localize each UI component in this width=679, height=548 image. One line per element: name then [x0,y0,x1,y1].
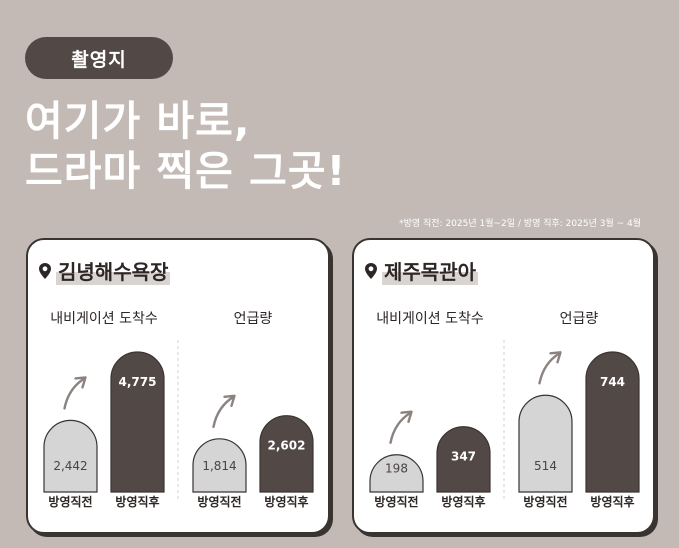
category-label: 방영직후 [115,494,159,509]
bar-after [259,415,314,493]
group-label: 언급량 [234,311,273,327]
category-label: 방영직후 [264,494,308,509]
location-badge: 촬영지 [25,37,173,79]
trend-up-arrow-icon [538,351,562,385]
category-label: 방영직전 [523,494,567,509]
bar-chart-gimnyeong: 내비게이션 도착수 2,442 방영직전 4,775 방영직후 언급량 1,814 방영직전 2… [43,311,314,509]
bar-value-label: 1,814 [202,459,236,473]
trend-up-arrow-icon [389,410,413,444]
bar-value-label: 514 [534,459,557,473]
bar-before [43,419,98,493]
card-title: 김녕해수욕장 [38,256,171,285]
bar-value-label: 2,602 [268,439,306,453]
group-label: 언급량 [560,311,599,327]
group-label: 내비게이션 도착수 [376,311,484,327]
card-title: 제주목관아 [364,256,478,285]
bar-value-label: 4,775 [119,375,157,389]
location-pin-icon [365,262,377,279]
bar-value-label: 744 [600,375,625,389]
bar-value-label: 2,442 [53,459,87,473]
bar-after [436,426,491,493]
chart-card-gimnyeong: 김녕해수욕장 내비게이션 도착수 2,442 방영직전 4,775 방영직후 언급량 1,8… [26,238,330,534]
bar-before [192,438,247,493]
bar-after [110,351,165,493]
card-title-text: 김녕해수욕장 [56,256,171,285]
bar-before [369,454,424,493]
category-label: 방영직후 [590,494,634,509]
bar-after [585,351,640,493]
bar-value-label: 198 [385,462,408,476]
chart-card-jeju-mokgwana: 제주목관아 내비게이션 도착수 198 방영직전 347 방영직후 언급량 514 방영직전 7… [352,238,655,534]
headline-line-2: 드라마 찍은 그곳! [25,147,347,195]
trend-up-arrow-icon [63,376,87,410]
category-label: 방영직전 [48,494,92,509]
location-pin-icon [39,262,51,279]
category-label: 방영직전 [197,494,241,509]
period-note: *방영 직전: 2025년 1월~2일 / 방영 직후: 2025년 3월 ~ … [399,219,641,229]
headline-line-1: 여기가 바로, [25,97,251,145]
headline: 여기가 바로, 드라마 찍은 그곳! [25,96,346,196]
category-label: 방영직전 [374,494,418,509]
bar-before [518,394,573,493]
bar-value-label: 347 [451,450,476,464]
category-label: 방영직후 [441,494,485,509]
trend-up-arrow-icon [212,394,236,429]
bar-chart-jeju-mokgwana: 내비게이션 도착수 198 방영직전 347 방영직후 언급량 514 방영직전 744 방영직후 [369,311,640,509]
card-title-text: 제주목관아 [382,256,478,285]
group-label: 내비게이션 도착수 [50,311,158,327]
